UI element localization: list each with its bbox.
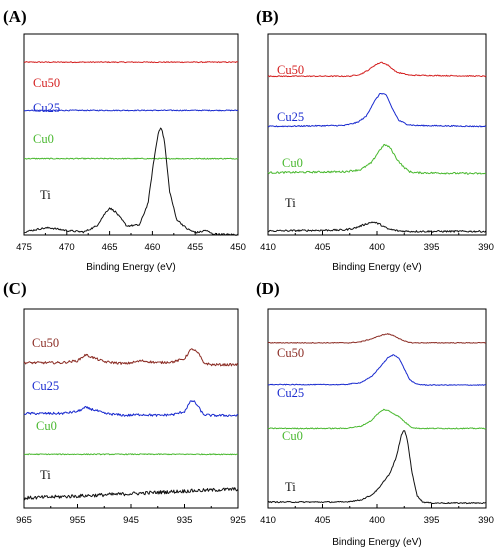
panel-c: (C) 965 955 945 935 925 Cu50 Cu25 Cu0 Ti <box>3 279 246 526</box>
panel-b: (B) 410 405 400 395 390 Binding Energy (eV) … <box>256 7 494 273</box>
series-label-cu25-a: Cu25 <box>33 101 60 115</box>
x-axis-label-a: Binding Energy (eV) <box>86 262 176 273</box>
series-label-cu25-b: Cu25 <box>277 110 304 124</box>
series-line-ti-b <box>267 221 487 233</box>
series-line-cu0-c <box>23 453 239 456</box>
series-line-cu0-b <box>267 143 487 175</box>
x-tick-label-410-b: 410 <box>260 242 276 253</box>
series-label-ti-d: Ti <box>285 480 296 494</box>
series-label-cu0-d: Cu0 <box>282 429 303 443</box>
tick-layer-a: 475 470 465 460 455 450 <box>16 231 246 253</box>
series-line-cu0-d <box>267 408 487 430</box>
panel-letter-b: (B) <box>256 7 279 26</box>
series-label-cu0-b: Cu0 <box>282 156 303 170</box>
series-line-ti-c <box>23 487 239 501</box>
x-tick-label-475-a: 475 <box>16 242 32 253</box>
x-tick-label-450-a: 450 <box>230 242 246 253</box>
x-tick-label-455-a: 455 <box>187 242 203 253</box>
series-line-ti-d <box>267 430 487 505</box>
series-line-ti-a <box>23 127 239 236</box>
x-tick-label-395-d: 395 <box>424 515 440 526</box>
series-label-cu50-b: Cu50 <box>277 63 304 77</box>
tick-layer-d: 410 405 400 395 390 <box>260 504 494 526</box>
series-line-cu25-d <box>267 354 487 386</box>
panel-letter-d: (D) <box>256 279 280 298</box>
series-layer-d <box>267 333 487 505</box>
series-label-ti-c: Ti <box>40 468 51 482</box>
x-tick-label-925-c: 925 <box>230 515 246 526</box>
x-tick-label-400-b: 400 <box>369 242 385 253</box>
series-label-cu50-d: Cu50 <box>277 346 304 360</box>
x-tick-label-390-b: 390 <box>478 242 494 253</box>
x-tick-label-965-c: 965 <box>16 515 32 526</box>
series-line-cu25-c <box>23 400 239 417</box>
plot-frame-d <box>267 308 487 509</box>
series-layer-a <box>23 61 239 236</box>
x-tick-label-955-c: 955 <box>70 515 86 526</box>
plot-frame-a <box>23 33 239 236</box>
x-tick-label-945-c: 945 <box>123 515 139 526</box>
series-label-cu50-c: Cu50 <box>32 336 59 350</box>
tick-layer-c: 965 955 945 935 925 <box>16 504 246 526</box>
series-label-ti-a: Ti <box>40 188 51 202</box>
x-tick-label-465-a: 465 <box>102 242 118 253</box>
series-line-cu50-c <box>23 348 239 367</box>
x-tick-label-460-a: 460 <box>144 242 160 253</box>
x-tick-label-390-d: 390 <box>478 515 494 526</box>
x-tick-label-395-b: 395 <box>424 242 440 253</box>
series-label-cu0-c: Cu0 <box>36 419 57 433</box>
series-layer-c <box>23 348 239 501</box>
series-layer-b <box>267 61 487 233</box>
x-axis-label-b: Binding Energy (eV) <box>332 262 422 273</box>
x-tick-label-935-c: 935 <box>177 515 193 526</box>
panel-a: (A) 475 470 465 460 455 450 Binding Energy (e… <box>3 7 246 273</box>
panel-letter-c: (C) <box>3 279 27 298</box>
series-line-cu50-a <box>23 61 239 64</box>
series-line-cu50-b <box>267 61 487 78</box>
series-line-cu0-a <box>23 157 239 160</box>
series-label-cu25-c: Cu25 <box>32 379 59 393</box>
series-line-cu25-b <box>267 93 487 128</box>
panel-letter-a: (A) <box>3 7 27 26</box>
series-label-cu0-a: Cu0 <box>33 132 54 146</box>
series-label-cu50-a: Cu50 <box>33 76 60 90</box>
x-tick-label-405-d: 405 <box>315 515 331 526</box>
x-axis-label-d: Binding Energy (eV) <box>332 537 422 548</box>
series-line-cu25-a <box>23 109 239 112</box>
panel-d: (D) 410 405 400 395 390 Binding Energy (eV) … <box>256 279 494 548</box>
x-tick-label-405-b: 405 <box>315 242 331 253</box>
series-label-ti-b: Ti <box>285 196 296 210</box>
x-tick-label-400-d: 400 <box>369 515 385 526</box>
x-tick-label-410-d: 410 <box>260 515 276 526</box>
series-line-cu50-d <box>267 333 487 344</box>
x-tick-label-470-a: 470 <box>59 242 75 253</box>
series-label-cu25-d: Cu25 <box>277 386 304 400</box>
tick-layer-b: 410 405 400 395 390 <box>260 231 494 253</box>
